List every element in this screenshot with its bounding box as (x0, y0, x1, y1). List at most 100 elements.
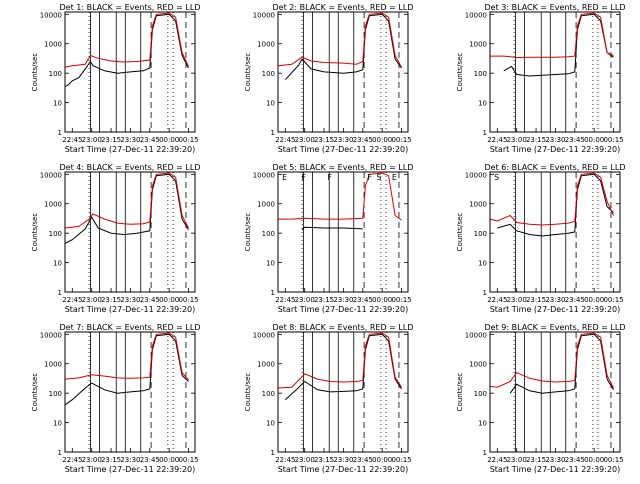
segment-marker-label: E (392, 173, 397, 182)
y-tick-label: 1000 (44, 361, 62, 369)
x-tick-label: 23:30 (120, 296, 140, 304)
x-tick-label: 00:00 (159, 296, 179, 304)
x-tick-label: 23:30 (545, 456, 565, 464)
x-tick-label: 00:15 (178, 296, 198, 304)
plot-frame (489, 331, 621, 453)
y-tick-label: 10000 (40, 171, 62, 179)
x-tick-label: 23:15 (101, 456, 121, 464)
x-tick-label: 00:15 (603, 456, 623, 464)
x-tick-label: 00:15 (178, 136, 198, 144)
segment-marker-label: E (282, 173, 287, 182)
y-tick-label: 1000 (469, 201, 487, 209)
y-tick-label: 1 (483, 129, 487, 137)
lld-series-line (64, 172, 189, 229)
events-series-line (509, 333, 614, 394)
plot-title: Det 9: BLACK = Events, RED = LLD (485, 323, 626, 332)
y-tick-label: 10000 (253, 331, 275, 339)
x-axis-label: Start Time (27-Dec-11 22:39:20) (278, 145, 409, 154)
x-tick-label: 23:45 (353, 456, 373, 464)
y-tick-label: 1000 (257, 41, 275, 49)
x-tick-label: 23:45 (140, 456, 160, 464)
y-tick-label: 1000 (469, 41, 487, 49)
events-series-line (503, 13, 614, 77)
x-tick-label: 23:30 (120, 136, 140, 144)
x-tick-label: 23:45 (353, 136, 373, 144)
x-tick-label: 23:15 (314, 456, 334, 464)
plot-frame (489, 171, 621, 293)
x-tick-label: 23:15 (101, 296, 121, 304)
x-tick-label: 23:15 (526, 136, 546, 144)
lld-series-line (489, 172, 614, 226)
x-tick-label: 22:45 (487, 456, 507, 464)
lld-series-line (490, 12, 614, 59)
y-tick-label: 100 (474, 70, 487, 78)
y-axis-label: Counts/sec (31, 53, 39, 92)
y-axis-label: Counts/sec (456, 53, 464, 92)
x-tick-label: 23:30 (333, 456, 353, 464)
x-tick-label: 23:15 (101, 136, 121, 144)
y-tick-label: 1 (58, 129, 62, 137)
x-axis-label: Start Time (27-Dec-11 22:39:20) (65, 305, 196, 314)
detector-plot-3: Det 3: BLACK = Events, RED = LLD 1 10 100 10… (456, 3, 625, 154)
x-tick-label: 23:30 (333, 296, 353, 304)
x-tick-label: 22:45 (275, 456, 295, 464)
y-tick-label: 1 (271, 289, 275, 297)
segment-marker-label: F (367, 173, 372, 182)
y-tick-label: 1000 (469, 361, 487, 369)
x-tick-label: 00:00 (159, 456, 179, 464)
events-series-line (64, 333, 189, 406)
x-tick-label: 23:00 (295, 456, 315, 464)
lld-series-line (278, 172, 402, 221)
y-tick-label: 10000 (465, 11, 487, 19)
events-series-line (64, 13, 189, 88)
x-tick-label: 22:45 (62, 296, 82, 304)
y-tick-label: 10 (266, 260, 275, 268)
plot-frame (489, 11, 621, 133)
plot-title: Det 3: BLACK = Events, RED = LLD (485, 3, 626, 12)
plot-frame (277, 171, 409, 293)
x-tick-label: 23:45 (565, 456, 585, 464)
x-tick-label: 23:45 (353, 296, 373, 304)
lld-series-line (64, 12, 189, 68)
x-axis-label: Start Time (27-Dec-11 22:39:20) (490, 465, 621, 474)
x-tick-label: 00:00 (584, 296, 604, 304)
y-axis-label: Counts/sec (31, 373, 39, 412)
y-tick-label: 10000 (253, 11, 275, 19)
plot-title: Det 5: BLACK = Events, RED = LLD (273, 163, 414, 172)
detector-plot-1: Det 1: BLACK = Events, RED = LLD 1 10 100 10… (31, 3, 200, 154)
x-tick-label: 22:45 (487, 136, 507, 144)
y-tick-label: 10000 (465, 331, 487, 339)
x-tick-label: 23:15 (314, 296, 334, 304)
y-tick-label: 1 (271, 129, 275, 137)
x-tick-label: 23:30 (545, 296, 565, 304)
x-tick-label: 23:15 (526, 296, 546, 304)
y-tick-label: 1000 (44, 201, 62, 209)
y-tick-label: 10000 (40, 11, 62, 19)
lld-series-line (277, 12, 402, 68)
y-tick-label: 10 (478, 420, 487, 428)
x-axis-label: Start Time (27-Dec-11 22:39:20) (490, 305, 621, 314)
detector-plot-8: Det 8: BLACK = Events, RED = LLD 1 10 100 10… (244, 323, 413, 474)
x-tick-label: 23:00 (507, 456, 527, 464)
x-tick-label: 23:45 (565, 136, 585, 144)
plot-title: Det 6: BLACK = Events, RED = LLD (485, 163, 626, 172)
x-tick-label: 23:30 (120, 456, 140, 464)
x-tick-label: 23:00 (82, 136, 102, 144)
x-tick-label: 00:15 (603, 296, 623, 304)
detector-plot-7: Det 7: BLACK = Events, RED = LLD 1 10 100 10… (31, 323, 200, 474)
plot-title: Det 1: BLACK = Events, RED = LLD (60, 3, 201, 12)
y-tick-label: 10000 (253, 171, 275, 179)
y-tick-label: 10 (266, 100, 275, 108)
x-axis-label: Start Time (27-Dec-11 22:39:20) (278, 465, 409, 474)
x-tick-label: 23:15 (526, 456, 546, 464)
x-tick-label: 00:00 (159, 136, 179, 144)
x-tick-label: 23:00 (295, 136, 315, 144)
x-tick-label: 00:00 (372, 296, 392, 304)
y-axis-label: Counts/sec (244, 213, 252, 252)
y-tick-label: 100 (474, 230, 487, 238)
plot-title: Det 4: BLACK = Events, RED = LLD (60, 163, 201, 172)
y-axis-label: Counts/sec (244, 373, 252, 412)
